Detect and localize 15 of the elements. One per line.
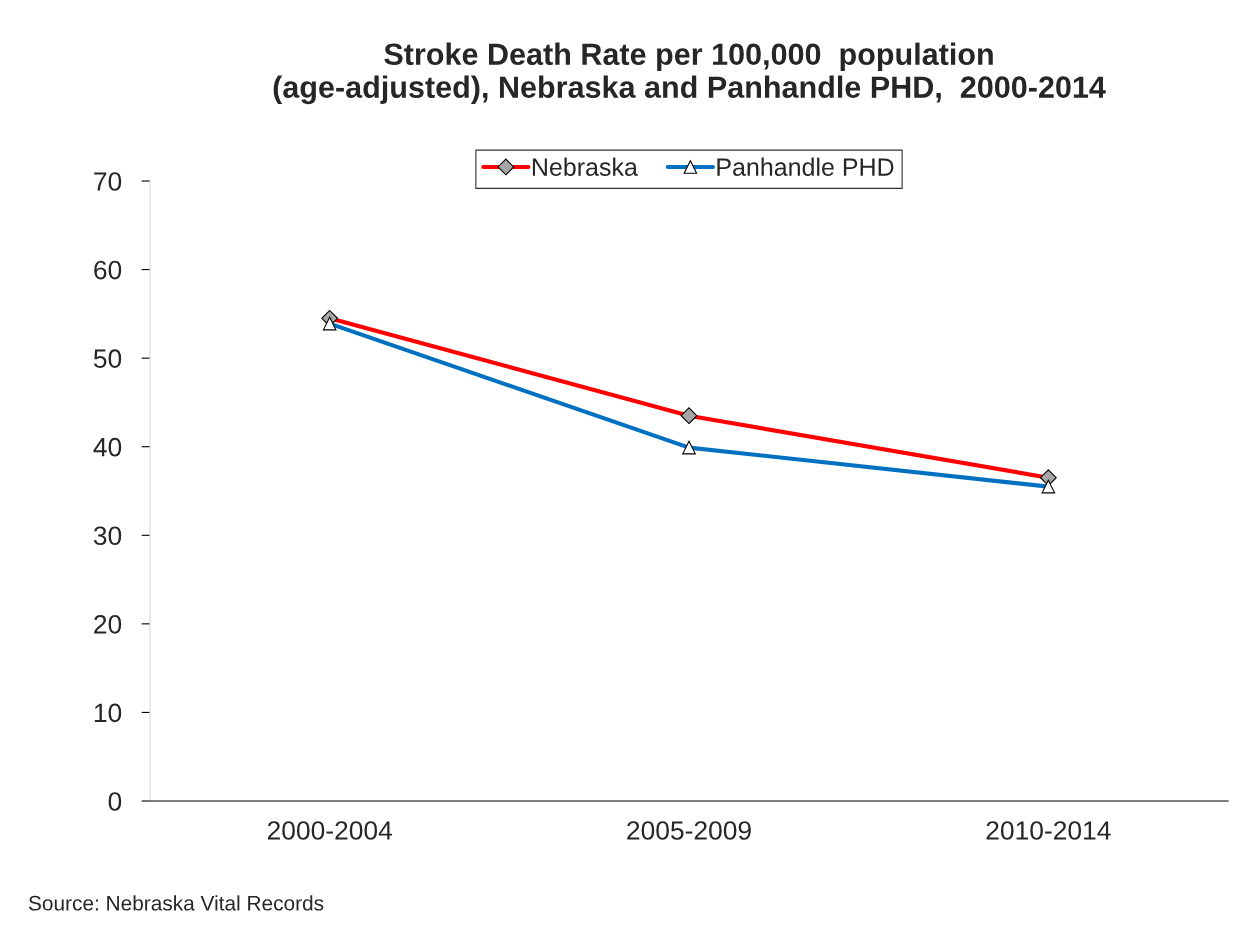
y-tick-label: 20 bbox=[94, 614, 122, 634]
chart-title: Stroke Death Rate per 100,000 population (age-adjusted), Nebraska and Panhandle PHD, 2000-2014 bbox=[273, 42, 1106, 105]
y-tick-label: 70 bbox=[94, 172, 122, 191]
x-tick-label: 2005-2009 bbox=[627, 821, 751, 840]
legend-label: Nebraska bbox=[532, 157, 638, 176]
y-tick-label: 30 bbox=[93, 526, 122, 546]
y-tick-label: 10 bbox=[94, 703, 122, 723]
y-tick-label: 40 bbox=[93, 437, 122, 457]
legend-label: Panhandle PHD bbox=[717, 157, 894, 176]
x-tick-label: 2010-2014 bbox=[986, 821, 1111, 840]
x-tick-label: 2000-2004 bbox=[267, 821, 392, 840]
y-tick-label: 0 bbox=[108, 792, 122, 811]
y-tick-label: 60 bbox=[94, 260, 122, 280]
source-note: Source: Nebraska Vital Records bbox=[28, 895, 324, 911]
y-tick-label: 50 bbox=[93, 349, 122, 368]
